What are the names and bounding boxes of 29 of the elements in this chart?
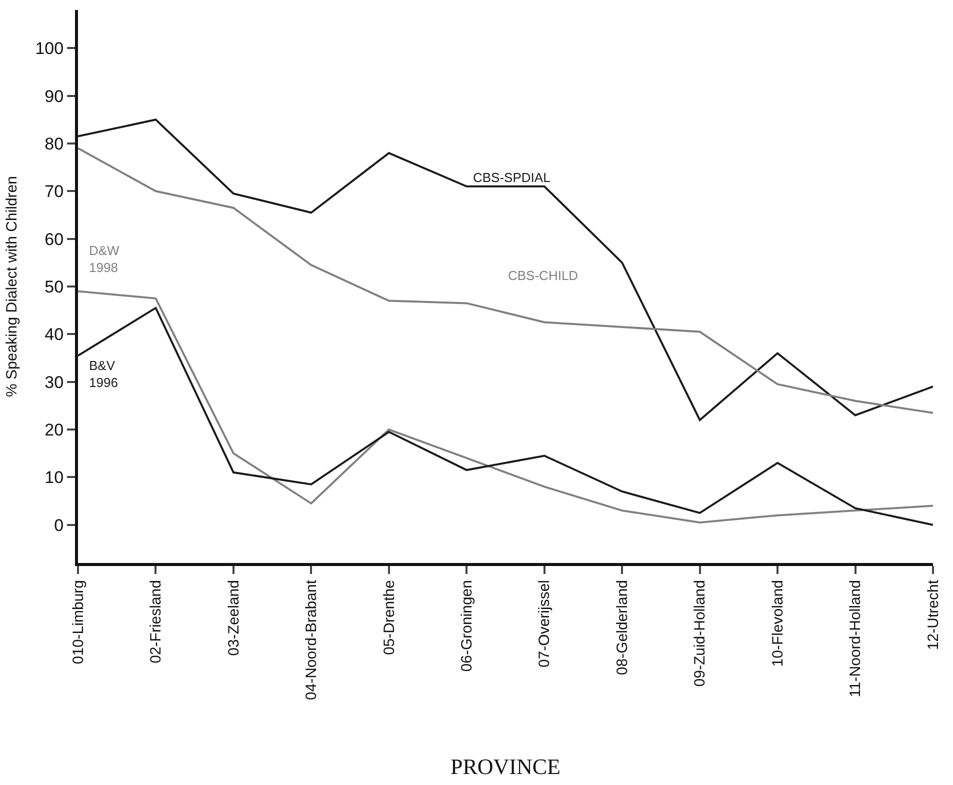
y-tick-label: 50 (44, 277, 64, 296)
x-tick-label: 08-Gelderland (614, 580, 631, 676)
x-tick-label: 03-Zeeland (225, 580, 242, 656)
y-tick-label: 10 (44, 468, 64, 488)
x-tick-label: 04-Noord-Brabant (303, 579, 320, 700)
y-tick-label: 100 (35, 39, 64, 58)
x-tick-label: 02-Friesland (148, 580, 165, 664)
text: CBS-CHILD (508, 268, 578, 283)
series-label: D&W 1998 (89, 243, 120, 275)
series-label: CBS-SPDIAL (473, 170, 550, 185)
x-tick-label: 010-Limburg (70, 580, 87, 664)
y-tick-label: 70 (44, 182, 64, 202)
x-tick-label: 05-Drenthe (380, 580, 398, 656)
y-tick-label: 80 (44, 134, 64, 154)
x-tick-label: 06-Groningen (458, 580, 476, 672)
y-tick-label: 40 (44, 325, 64, 344)
y-tick-label: 0 (54, 516, 64, 535)
x-tick-label: 11-Noord-Holland (847, 580, 864, 698)
y-axis-title: % Speaking Dialect with Children (3, 176, 20, 397)
y-tick-label: 60 (44, 230, 64, 249)
x-tick-label: 10-Flevoland (769, 580, 786, 667)
y-tick-label: 90 (44, 86, 64, 106)
y-tick-label: 20 (44, 420, 64, 440)
y-tick-label: 30 (44, 372, 64, 392)
x-tick-label: 07-Overijssel (536, 580, 554, 668)
series-label: B&V 1996 (89, 358, 118, 390)
x-axis-title: PROVINCE (450, 754, 561, 779)
x-tick-label: 09-Zuid-Holland (692, 580, 709, 687)
x-tick-label: 12-Utrecht (924, 579, 942, 650)
